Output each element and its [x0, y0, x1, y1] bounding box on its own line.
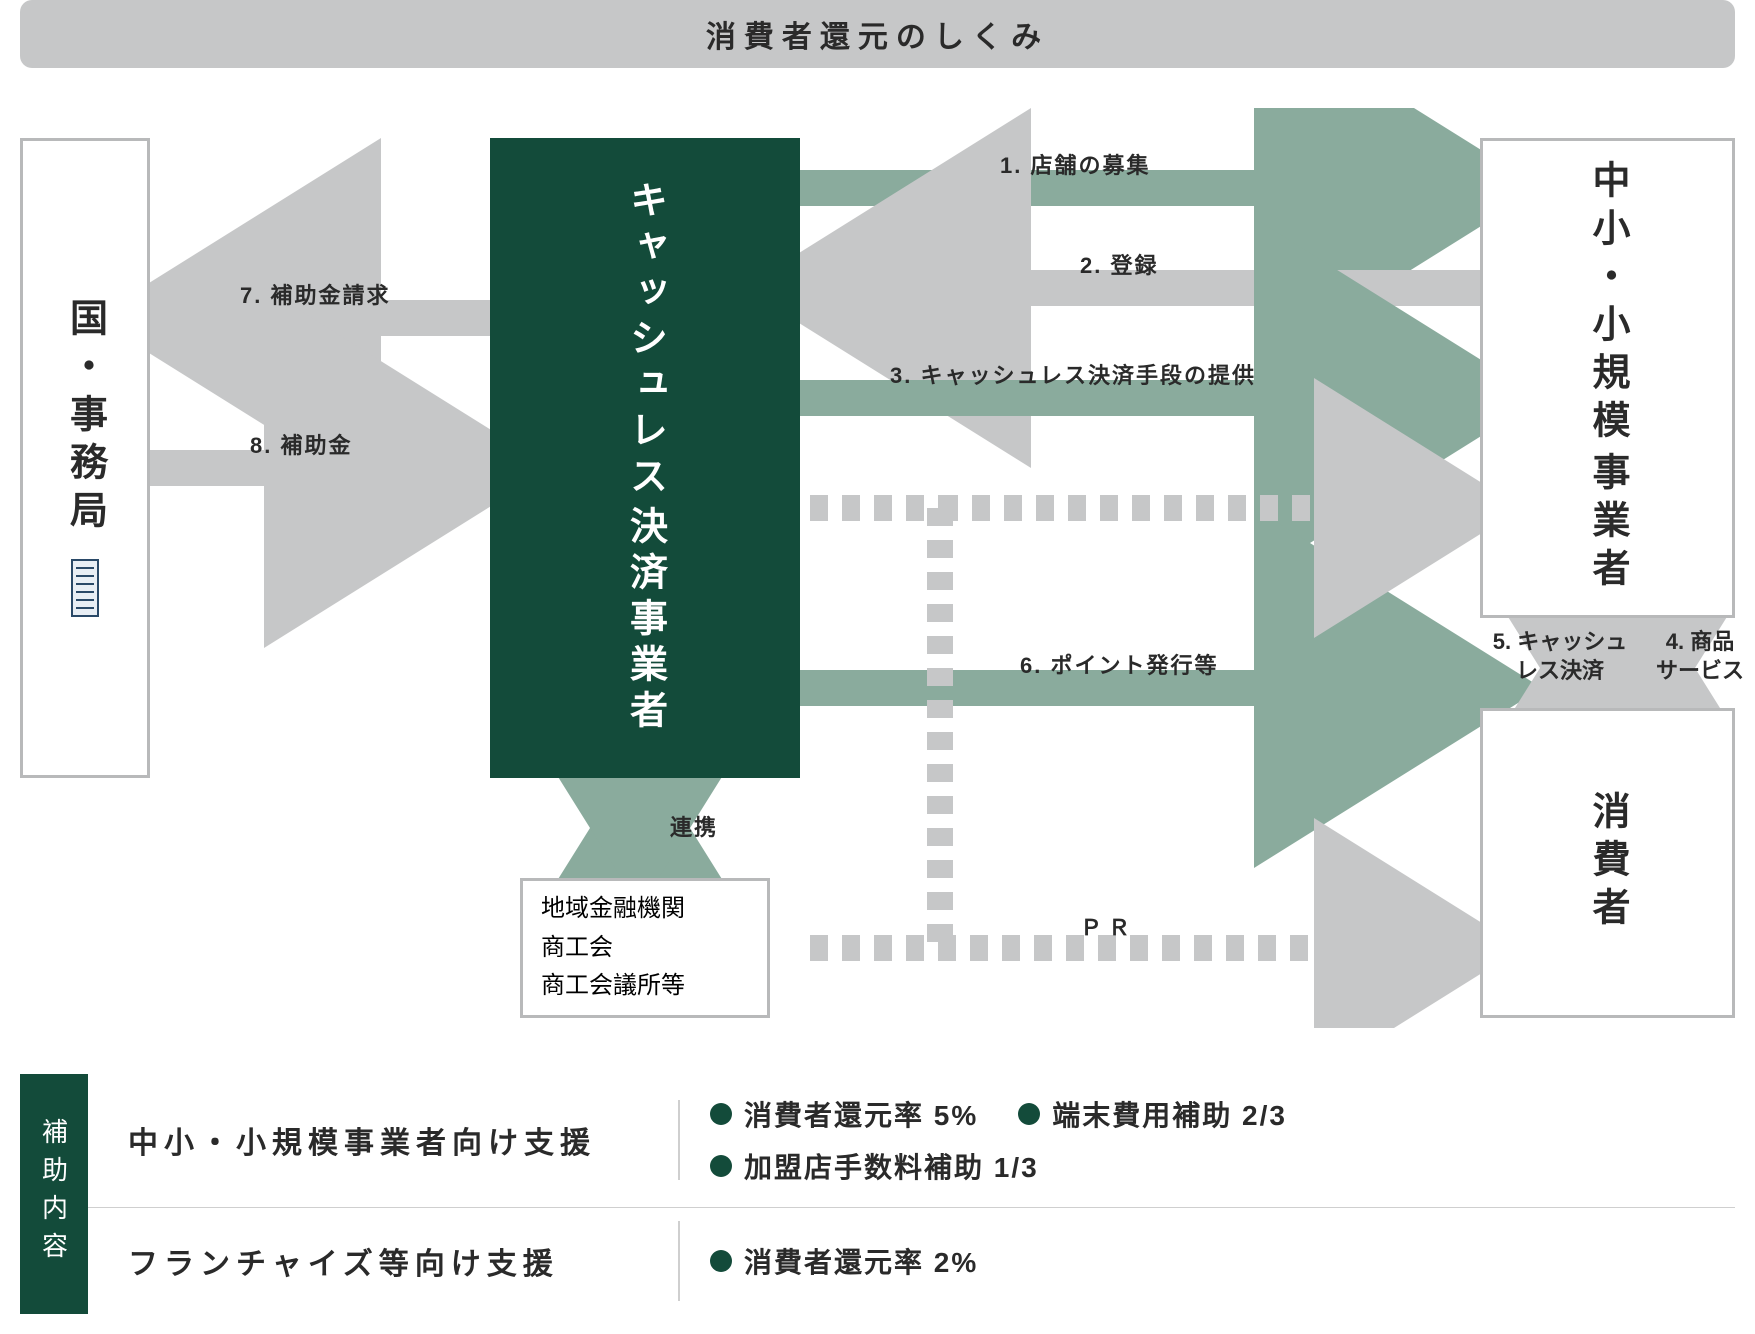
support-row-franchise: フランチャイズ等向け支援 消費者還元率 2% [88, 1208, 1735, 1314]
flow-label-3: 3. キャッシュレス決済手段の提供 [890, 358, 1256, 390]
arrows-layer [20, 108, 1735, 1028]
bullet: 加盟店手数料補助 1/3 [710, 1146, 1735, 1186]
support-row-title: フランチャイズ等向け支援 [128, 1239, 648, 1283]
bullet: 消費者還元率 2% [710, 1241, 978, 1281]
divider [678, 1100, 680, 1180]
support-table: 補助内容 中小・小規模事業者向け支援 消費者還元率 5% 端末費用補助 2/3 … [20, 1074, 1735, 1314]
flow-label-4: 4. 商品 サービス [1640, 628, 1755, 685]
node-partner: 地域金融機関 商工会 商工会議所等 [520, 878, 770, 1018]
flow-label-8: 8. 補助金 [250, 428, 352, 460]
node-government-label: 国・事務局 [58, 298, 113, 538]
partner-line-1: 地域金融機関 [541, 890, 685, 928]
flow-label-1: 1. 店舗の募集 [1000, 148, 1150, 180]
partner-line-2: 商工会 [541, 929, 613, 967]
flow-label-5: 5. キャッシュ レス決済 [1490, 628, 1630, 685]
support-row-title: 中小・小規模事業者向け支援 [128, 1118, 648, 1162]
node-consumer: 消費者 [1480, 708, 1735, 1018]
building-icon [70, 558, 100, 618]
divider [678, 1221, 680, 1301]
node-consumer-label: 消費者 [1580, 791, 1635, 935]
diagram-canvas: 1. 店舗の募集 2. 登録 3. キャッシュレス決済手段の提供 6. ポイント… [20, 108, 1735, 1028]
partner-line-3: 商工会議所等 [541, 967, 685, 1005]
support-row-sme: 中小・小規模事業者向け支援 消費者還元率 5% 端末費用補助 2/3 加盟店手数… [88, 1074, 1735, 1208]
node-sme: 中小・小規模 事業者 [1480, 138, 1735, 618]
bullet: 端末費用補助 2/3 [1018, 1094, 1287, 1134]
bullet: 消費者還元率 5% [710, 1094, 978, 1134]
flow-label-pr: ＰＲ [1080, 910, 1136, 942]
flow-label-2: 2. 登録 [1080, 248, 1158, 280]
node-government: 国・事務局 [20, 138, 150, 778]
support-table-header: 補助内容 [20, 1074, 88, 1314]
node-sme-label: 中小・小規模 事業者 [1580, 160, 1635, 596]
flow-label-7: 7. 補助金請求 [240, 278, 390, 310]
flow-label-6: 6. ポイント発行等 [1020, 648, 1218, 680]
flow-label-link: 連携 [670, 810, 718, 842]
diagram-title: 消費者還元のしくみ [20, 0, 1735, 68]
node-cashless-operator: キャッシュレス 決済事業者 [490, 138, 800, 778]
node-cashless-label: キャッシュレス 決済事業者 [618, 180, 673, 736]
